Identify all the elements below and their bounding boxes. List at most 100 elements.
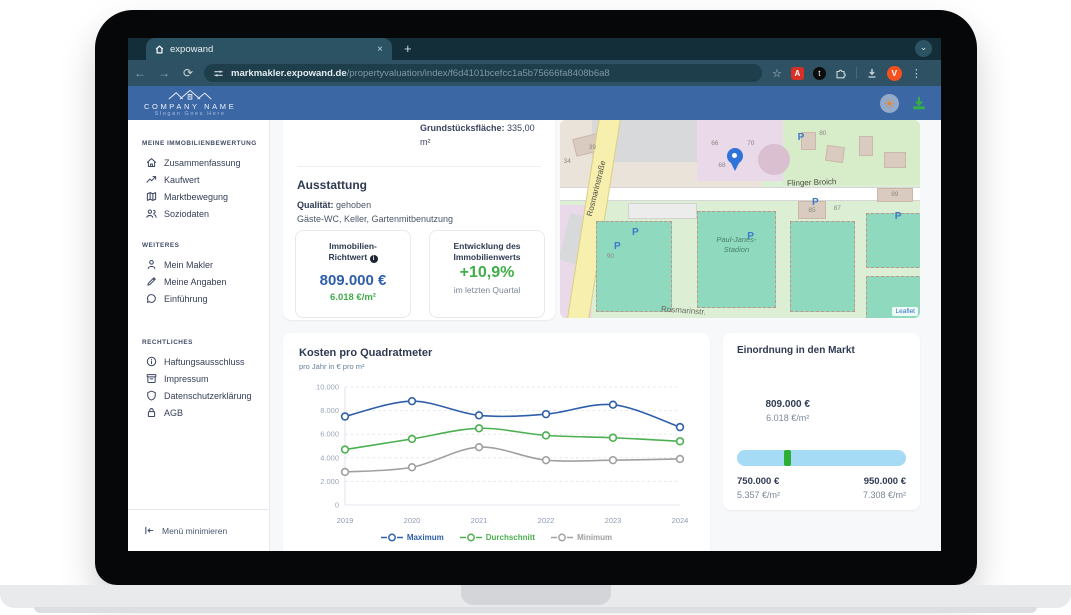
sidebar-item-soziodaten[interactable]: Soziodaten	[142, 205, 269, 222]
sidebar-item-label: Soziodaten	[164, 208, 210, 219]
company-logo: COMPANY NAME Slogan Goes Here	[144, 89, 236, 117]
map-main-road	[560, 187, 920, 202]
legend-item-durchschnitt[interactable]: Durchschnitt	[459, 533, 535, 542]
divider	[297, 166, 541, 167]
market-range-labels: 750.000 € 5.357 €/m² 950.000 € 7.308 €/m…	[737, 476, 906, 500]
map-house-number: 80	[819, 129, 827, 137]
map-house-number: 34	[563, 157, 571, 165]
map-building	[797, 201, 827, 219]
map-building	[801, 131, 816, 150]
pdf-extension-icon[interactable]: A	[790, 66, 804, 80]
data-point	[340, 412, 350, 421]
theme-toggle-button[interactable]	[880, 93, 899, 113]
users-icon	[146, 208, 157, 219]
sidebar: MEINE IMMOBILIENBEWERTUNG Zusammenfassung…	[128, 120, 270, 551]
main-content: Grundstücksfläche: 335,00 m² Ausstattung…	[270, 120, 941, 551]
sidebar-item-einführung[interactable]: Einführung	[142, 290, 269, 307]
legend-label: Maximum	[406, 533, 444, 542]
legend-marker-icon	[459, 533, 482, 542]
back-icon[interactable]: ←	[134, 66, 146, 80]
profile-avatar[interactable]: V	[886, 65, 902, 81]
market-position-card: Einordnung in den Markt 809.000 € 6.018 …	[723, 333, 920, 510]
sidebar-item-haftungsausschluss[interactable]: Haftungsausschluss	[142, 353, 269, 370]
map-attribution-link[interactable]: Leaflet	[892, 307, 918, 316]
site-settings-icon[interactable]	[213, 68, 224, 79]
sidebar-item-label: Meine Angaben	[164, 276, 227, 287]
url-host: markmakler.expowand.de	[231, 67, 347, 79]
sidebar-item-mein-makler[interactable]: Mein Makler	[142, 256, 269, 273]
legend-item-minimum[interactable]: Minimum	[551, 533, 612, 542]
home-icon	[146, 157, 157, 168]
bookmark-star-icon[interactable]: ☆	[772, 67, 782, 80]
tab-search-chevron-icon[interactable]: ⌄	[915, 40, 932, 57]
data-point	[340, 467, 350, 477]
app-header: COMPANY NAME Slogan Goes Here	[128, 86, 941, 120]
features-list: Gäste-WC, Keller, Gartenmitbenutzung	[297, 214, 454, 224]
map-sports-field	[866, 213, 920, 269]
browser-menu-icon[interactable]: ⋮	[910, 67, 922, 80]
sidebar-section: WEITERES Mein Makler Meine Angaben Einführu…	[142, 242, 269, 307]
richtwert-title: Immobilien- Richtwert i	[328, 241, 378, 263]
laptop-base-notch	[461, 585, 611, 605]
property-info-card: Grundstücksfläche: 335,00 m² Ausstattung…	[283, 120, 555, 320]
data-point	[407, 434, 417, 444]
quality-value: gehoben	[336, 200, 372, 210]
map-icon	[146, 191, 157, 202]
logo-houses-icon	[168, 89, 212, 100]
data-point	[608, 433, 618, 442]
sidebar-item-zusammenfassung[interactable]: Zusammenfassung	[142, 154, 269, 171]
data-point	[675, 422, 685, 432]
svg-text:2024: 2024	[672, 516, 689, 525]
map-building	[858, 135, 874, 156]
sidebar-item-label: Datenschutzerklärung	[164, 390, 252, 401]
market-title: Einordnung in den Markt	[737, 345, 855, 356]
new-tab-button[interactable]: +	[404, 41, 412, 56]
market-position-marker	[784, 450, 792, 466]
archive-icon	[146, 373, 157, 384]
data-point	[541, 431, 551, 440]
browser-tabstrip: expowand × + ⌄	[128, 38, 941, 60]
map-sports-field	[596, 220, 672, 313]
browser-tab[interactable]: expowand ×	[146, 38, 392, 60]
downloads-icon[interactable]	[866, 67, 878, 79]
svg-text:2021: 2021	[471, 516, 488, 525]
dark-extension-icon[interactable]: t	[812, 66, 826, 80]
map-building	[884, 151, 906, 168]
sidebar-item-kaufwert[interactable]: Kaufwert	[142, 171, 269, 188]
quality-label: Qualität:	[297, 200, 334, 210]
tab-close-icon[interactable]: ×	[377, 43, 383, 55]
extensions-puzzle-icon[interactable]	[835, 67, 847, 79]
sidebar-item-impressum[interactable]: Impressum	[142, 370, 269, 387]
legend-marker-icon	[551, 533, 574, 542]
legend-item-maximum[interactable]: Maximum	[380, 533, 444, 542]
series-line-minimum	[344, 446, 681, 473]
browser-window: expowand × + ⌄ ← → ⟳ markmakler.expowand…	[128, 38, 941, 551]
url-text: markmakler.expowand.de/propertyvaluation…	[231, 68, 610, 79]
sidebar-item-meine-angaben[interactable]: Meine Angaben	[142, 273, 269, 290]
info-tooltip-icon[interactable]: i	[369, 254, 378, 263]
features-section-title: Ausstattung	[297, 178, 367, 192]
laptop-base-lip	[34, 607, 1037, 613]
map-sports-field	[790, 220, 856, 313]
location-map[interactable]: Flinger Broich Rosmarinstraße Rosmarinst…	[560, 120, 920, 318]
line-chart: 0 2.000 4.000 6.000 8.000 10.000 2019 2020 2021 2…	[299, 379, 694, 531]
user-icon	[146, 259, 157, 270]
sidebar-item-label: Impressum	[164, 373, 209, 384]
chart-subtitle: pro Jahr in € pro m²	[299, 362, 365, 371]
sidebar-item-label: Mein Makler	[164, 259, 214, 270]
svg-text:2022: 2022	[538, 516, 555, 525]
data-point	[474, 411, 484, 420]
sidebar-item-datenschutzerklärung[interactable]: Datenschutzerklärung	[142, 387, 269, 404]
sidebar-item-agb[interactable]: AGB	[142, 404, 269, 421]
map-parking-label: P	[614, 240, 621, 252]
forward-icon[interactable]: →	[158, 66, 170, 80]
app-body: MEINE IMMOBILIENBEWERTUNG Zusammenfassung…	[128, 120, 941, 551]
collapse-menu-button[interactable]: Menü minimieren	[128, 509, 269, 551]
url-bar[interactable]: markmakler.expowand.de/propertyvaluation…	[204, 64, 762, 82]
map-parking-label: P	[747, 230, 754, 242]
sidebar-item-marktbewegung[interactable]: Marktbewegung	[142, 188, 269, 205]
plot-area-label: Grundstücksfläche:	[420, 123, 505, 133]
report-download-icon[interactable]	[911, 95, 927, 111]
svg-text:2020: 2020	[404, 516, 421, 525]
reload-icon[interactable]: ⟳	[182, 66, 194, 80]
